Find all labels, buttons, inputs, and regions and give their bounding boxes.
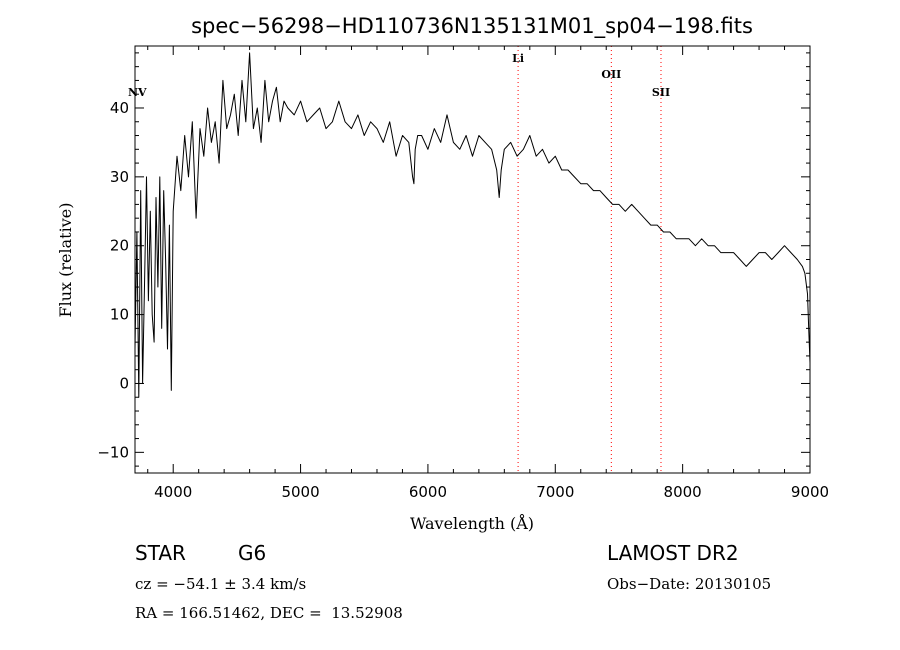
marker-label-li: Li [512, 52, 524, 65]
x-tick-label: 7000 [536, 483, 574, 501]
x-tick-label: 6000 [409, 483, 447, 501]
y-tick-label: 10 [110, 306, 129, 324]
x-axis-title: Wavelength (Å) [410, 513, 534, 533]
y-tick-label: −10 [97, 443, 129, 461]
axes: 4000 5000 6000 7000 8000 9000 −10 0 10 20 30 40 [97, 46, 829, 501]
x-tick-label: 4000 [154, 483, 192, 501]
observation-date: Obs−Date: 20130105 [607, 575, 772, 593]
x-tick-label: 5000 [281, 483, 319, 501]
redshift-text: cz = −54.1 ± 3.4 km/s [135, 575, 307, 593]
marker-label-oii: OII [601, 68, 621, 81]
y-tick-label: 0 [119, 374, 129, 392]
marker-label-sii: SII [652, 86, 670, 99]
object-class: STAR [135, 541, 186, 565]
object-subclass: G6 [238, 541, 267, 565]
y-tick-label: 40 [110, 99, 129, 117]
x-tick-label: 9000 [791, 483, 829, 501]
plot-area: NV Li OII SII [128, 46, 811, 473]
spectrum-line [134, 52, 811, 398]
coordinates-text: RA = 166.51462, DEC = 13.52908 [135, 604, 403, 622]
y-tick-label: 30 [110, 168, 129, 186]
y-axis-title: Flux (relative) [56, 203, 75, 318]
x-tick-label: 8000 [664, 483, 702, 501]
chart-title: spec−56298−HD110736N135131M01_sp04−198.f… [191, 14, 753, 39]
survey-label: LAMOST DR2 [607, 541, 739, 565]
marker-label-nv: NV [128, 86, 147, 99]
y-tick-label: 20 [110, 237, 129, 255]
